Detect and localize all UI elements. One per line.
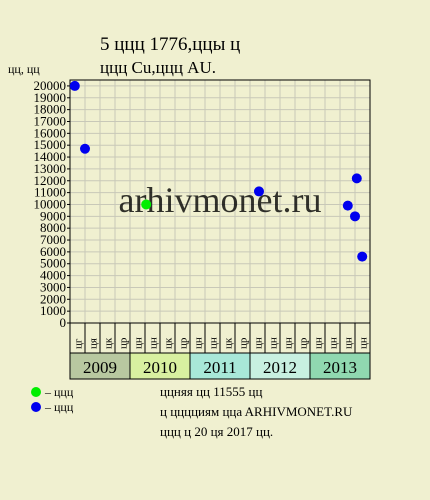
y-tick-label: 0 [60, 315, 67, 330]
month-label: цн [148, 337, 160, 349]
month-label: цн [283, 337, 295, 349]
month-label: цр [238, 337, 250, 349]
y-axis-label: цц, цц [8, 62, 40, 76]
y-tick-label: 9000 [40, 208, 66, 223]
chart-subtitle: ццц Cu,ццц AU. [100, 58, 216, 77]
y-tick-label: 3000 [40, 279, 66, 294]
month-label: цк [223, 337, 235, 349]
y-tick-label: 12000 [34, 173, 67, 188]
point [69, 80, 80, 91]
month-label: цн [193, 337, 205, 349]
point [351, 173, 362, 184]
y-tick-label: 15000 [34, 137, 67, 152]
year-cell [189, 352, 251, 380]
year-cell [129, 352, 191, 380]
month-label: цр [118, 337, 130, 349]
year-label: 2012 [263, 358, 297, 377]
y-tick-label: 4000 [40, 268, 66, 283]
month-label: цн [268, 337, 280, 349]
year-cell [309, 352, 371, 380]
y-tick-label: 8000 [40, 220, 66, 235]
month-label: цк [163, 337, 175, 349]
month-label: цн [253, 337, 265, 349]
watermark: arhivmonet.ru [119, 180, 322, 220]
y-tick-label: 19000 [34, 90, 67, 105]
year-cell [249, 352, 311, 380]
point [357, 251, 368, 262]
y-tick-label: 13000 [34, 161, 67, 176]
y-tick-label: 5000 [40, 256, 66, 271]
month-label: ця [88, 338, 100, 349]
point [141, 199, 152, 210]
month-label: цр [178, 337, 190, 349]
point [80, 143, 90, 154]
y-tick-label: 18000 [34, 102, 67, 117]
month-label: цр [298, 337, 310, 349]
month-label: цн [328, 337, 340, 349]
legend-label: – ццц [44, 385, 74, 399]
month-label: цн [343, 337, 355, 349]
y-tick-label: 2000 [40, 291, 66, 306]
chart-title: 5 ццц 1776,ццы ц [100, 34, 240, 55]
month-label: цн [208, 337, 220, 349]
month-label: цн [133, 337, 145, 349]
legend-marker [31, 387, 41, 397]
point [342, 200, 353, 211]
month-label: цк [103, 337, 115, 349]
y-tick-label: 6000 [40, 244, 66, 259]
y-tick-label: 11000 [34, 185, 66, 200]
y-tick-label: 17000 [34, 113, 67, 128]
year-cell [69, 352, 131, 380]
y-tick-label: 16000 [34, 125, 67, 140]
point [254, 186, 264, 197]
year-label: 2010 [143, 358, 177, 377]
legend-marker [31, 402, 41, 412]
year-label: 2009 [83, 358, 117, 377]
y-tick-label: 7000 [40, 232, 66, 247]
month-label: цн [358, 337, 370, 349]
y-tick-label: 14000 [34, 149, 67, 164]
legend-label: – ццц [44, 400, 74, 414]
note: ц цццциям ццa ARHIVMONET.RU [160, 404, 353, 419]
y-tick-label: 10000 [34, 196, 67, 211]
month-label: цг [73, 338, 85, 349]
year-label: 2013 [323, 358, 357, 377]
year-label: 2011 [203, 358, 236, 377]
y-tick-label: 20000 [34, 78, 67, 93]
note: ццняя цц 11555 цц [160, 384, 262, 399]
y-tick-label: 1000 [40, 303, 66, 318]
point [350, 211, 360, 222]
note: ццц ц 20 ця 2017 цц. [160, 424, 273, 439]
month-label: цн [313, 337, 325, 349]
